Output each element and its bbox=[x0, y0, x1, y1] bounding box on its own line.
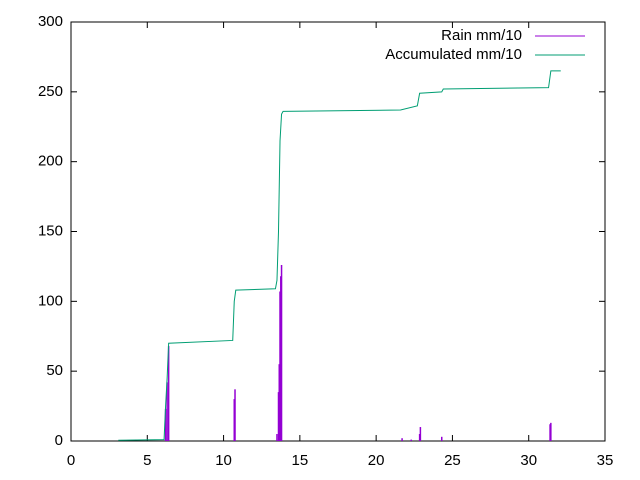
y-tick-label: 100 bbox=[38, 292, 63, 309]
x-tick-label: 0 bbox=[67, 452, 75, 469]
y-tick-label: 200 bbox=[38, 153, 63, 170]
y-tick-label: 0 bbox=[55, 432, 63, 449]
x-tick-label: 5 bbox=[143, 452, 151, 469]
accumulated-line bbox=[118, 70, 561, 441]
x-tick-label: 25 bbox=[444, 452, 461, 469]
legend-label: Accumulated mm/10 bbox=[385, 46, 522, 63]
x-tick-label: 20 bbox=[368, 452, 385, 469]
y-tick-label: 250 bbox=[38, 83, 63, 100]
y-tick-label: 150 bbox=[38, 222, 63, 239]
y-tick-label: 50 bbox=[46, 362, 63, 379]
x-tick-label: 15 bbox=[292, 452, 309, 469]
legend-label: Rain mm/10 bbox=[441, 27, 522, 44]
y-tick-label: 300 bbox=[38, 13, 63, 30]
x-tick-label: 35 bbox=[597, 452, 614, 469]
x-tick-label: 30 bbox=[520, 452, 537, 469]
x-tick-label: 10 bbox=[215, 452, 232, 469]
plot-border bbox=[70, 21, 606, 442]
